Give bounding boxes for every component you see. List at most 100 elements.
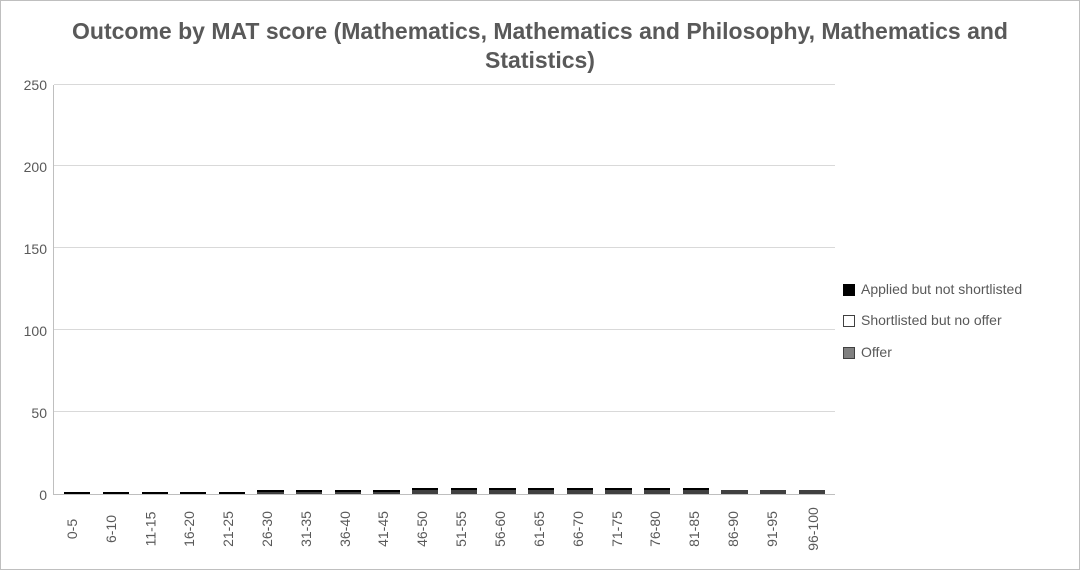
bar-segment-offer <box>605 492 631 494</box>
x-tick-label: 56-60 <box>492 511 508 547</box>
x-tick-label: 41-45 <box>375 511 391 547</box>
x-tick-slot: 11-15 <box>131 495 170 557</box>
bar-slot <box>638 488 677 494</box>
bar <box>257 490 283 494</box>
legend-label: Offer <box>861 344 892 362</box>
chart-frame: Outcome by MAT score (Mathematics, Mathe… <box>0 0 1080 570</box>
bar <box>605 488 631 494</box>
legend: Applied but not shortlisted Shortlisted b… <box>835 85 1065 558</box>
x-tick-label: 66-70 <box>570 511 586 547</box>
y-tick-label: 200 <box>24 159 47 175</box>
x-tick-slot: 81-85 <box>675 495 714 557</box>
x-tick-label: 31-35 <box>298 511 314 547</box>
bar <box>644 488 670 494</box>
bar <box>412 488 438 494</box>
x-tick-label: 0-5 <box>64 519 80 539</box>
x-tick-slot: 61-65 <box>519 495 558 557</box>
plot-inner <box>53 85 835 496</box>
x-tick-label: 26-30 <box>259 511 275 547</box>
bar <box>760 490 786 494</box>
bar-segment-offer <box>721 492 747 494</box>
grid-line <box>54 411 835 412</box>
bar-segment-offer <box>489 492 515 494</box>
legend-item-offer: Offer <box>843 344 1065 362</box>
bar-segment-offer <box>567 492 593 494</box>
bar-slot <box>58 492 97 494</box>
bar-segment-offer <box>644 492 670 494</box>
bar-slot <box>251 490 290 494</box>
bar-slot <box>174 492 213 494</box>
bar <box>296 490 322 494</box>
x-tick-label: 46-50 <box>414 511 430 547</box>
bar-slot <box>792 490 831 494</box>
x-tick-label: 71-75 <box>608 511 624 547</box>
x-tick-slot: 46-50 <box>403 495 442 557</box>
bar-segment-shortlisted_no_offer <box>335 492 361 494</box>
x-tick-label: 16-20 <box>181 511 197 547</box>
x-tick-slot: 56-60 <box>480 495 519 557</box>
x-tick-label: 61-65 <box>531 511 547 547</box>
grid-line <box>54 247 835 248</box>
bar-slot <box>599 488 638 494</box>
chart-body: 050100150200250 0-56-1011-1516-2021-2526… <box>15 85 1065 558</box>
bar-segment-applied_not_shortlisted <box>103 492 129 494</box>
bar-segment-shortlisted_no_offer <box>373 492 399 494</box>
x-tick-label: 81-85 <box>686 511 702 547</box>
bar-segment-offer <box>528 492 554 494</box>
bar-slot <box>677 488 716 494</box>
bar-segment-offer <box>451 492 477 494</box>
bar-segment-applied_not_shortlisted <box>142 492 168 494</box>
y-tick-label: 150 <box>24 241 47 257</box>
bar-segment-shortlisted_no_offer <box>257 492 283 494</box>
legend-item-shortlisted_no_offer: Shortlisted but no offer <box>843 312 1065 330</box>
bar <box>103 492 129 494</box>
bar <box>489 488 515 494</box>
x-tick-slot: 96-100 <box>791 495 835 557</box>
x-axis: 0-5 6-10 11-15 16-20 21-25 26-30 31-35 36-40 41-… <box>15 495 835 557</box>
y-tick-label: 50 <box>31 405 47 421</box>
bar <box>335 490 361 494</box>
x-tick-slot: 91-95 <box>752 495 791 557</box>
bar-segment-applied_not_shortlisted <box>180 492 206 494</box>
bar-segment-applied_not_shortlisted <box>64 492 90 494</box>
x-tick-slot: 16-20 <box>170 495 209 557</box>
y-axis: 050100150200250 <box>15 85 53 496</box>
legend-label: Shortlisted but no offer <box>861 312 1002 330</box>
x-tick-slot: 21-25 <box>208 495 247 557</box>
grid-line <box>54 329 835 330</box>
bar-slot <box>445 488 484 494</box>
legend-label: Applied but not shortlisted <box>861 281 1022 299</box>
bar-slot <box>406 488 445 494</box>
bar-slot <box>561 488 600 494</box>
chart-title: Outcome by MAT score (Mathematics, Mathe… <box>15 17 1065 75</box>
bar-segment-offer <box>412 492 438 494</box>
y-tick-label: 0 <box>39 487 47 503</box>
legend-swatch-shortlisted_no_offer <box>843 315 855 327</box>
bar-slot <box>522 488 561 494</box>
bar <box>528 488 554 494</box>
x-tick-label: 36-40 <box>336 511 352 547</box>
bar-segment-offer <box>760 492 786 494</box>
bar-container <box>54 85 835 495</box>
bar-slot <box>754 490 793 494</box>
x-tick-slot: 26-30 <box>247 495 286 557</box>
plot-column: 050100150200250 0-56-1011-1516-2021-2526… <box>15 85 835 558</box>
x-tick-slot: 31-35 <box>286 495 325 557</box>
x-tick-label: 96-100 <box>805 507 821 551</box>
bar <box>721 490 747 494</box>
legend-swatch-applied_not_shortlisted <box>843 284 855 296</box>
bar-slot <box>329 490 368 494</box>
x-tick-label: 76-80 <box>647 511 663 547</box>
bar <box>683 488 709 494</box>
bar <box>451 488 477 494</box>
bar <box>373 490 399 494</box>
x-tick-label: 11-15 <box>142 512 158 547</box>
x-tick-label: 86-90 <box>725 511 741 547</box>
bar-slot <box>135 492 174 494</box>
x-tick-label: 6-10 <box>103 515 119 543</box>
x-tick-slot: 36-40 <box>325 495 364 557</box>
bar-segment-offer <box>799 492 825 494</box>
bar-segment-applied_not_shortlisted <box>219 492 245 494</box>
bar-slot <box>367 490 406 494</box>
legend-swatch-offer <box>843 347 855 359</box>
